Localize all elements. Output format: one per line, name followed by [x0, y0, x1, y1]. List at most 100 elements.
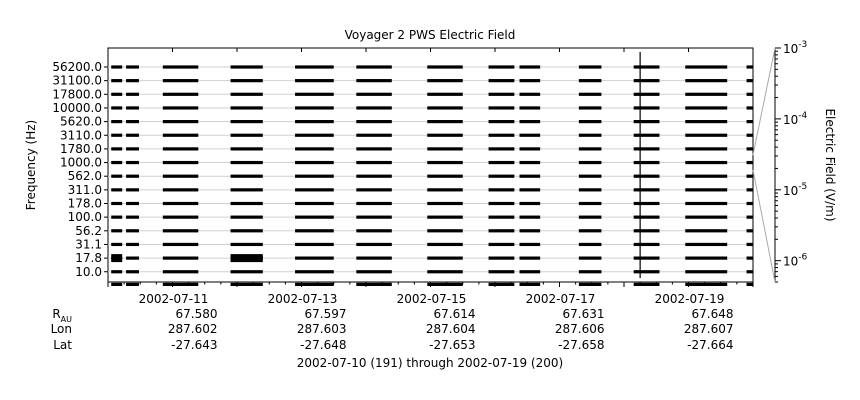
data-bar — [519, 270, 541, 274]
data-bar — [633, 201, 660, 206]
lon-value: 287.606 — [555, 322, 605, 336]
data-bar — [111, 270, 123, 274]
data-bar — [519, 282, 541, 286]
data-bar — [356, 201, 392, 206]
data-bar — [126, 270, 139, 274]
data-bar — [519, 201, 541, 206]
x-tick-label: 2002-07-11 — [139, 292, 209, 306]
data-bar — [488, 270, 515, 274]
data-bar — [126, 65, 139, 69]
colorbar-tick-label: 10-5 — [783, 182, 807, 198]
x-tick-label: 2002-07-19 — [655, 292, 725, 306]
y-axis-ticks: 56200.031100.017800.010000.05620.03110.0… — [52, 60, 108, 279]
colorbar: 10-3 10-4 10-5 10-6 Electric Field (V/m) — [752, 40, 837, 283]
data-bar — [111, 188, 123, 192]
data-bar — [685, 65, 728, 69]
r-au-value: 67.631 — [563, 307, 605, 321]
data-bar — [578, 160, 602, 165]
data-bar — [519, 215, 541, 219]
lat-value: -27.648 — [300, 338, 346, 352]
data-bar — [578, 92, 602, 96]
data-bar — [746, 201, 753, 206]
data-bar — [488, 188, 515, 192]
data-bar — [230, 188, 263, 192]
y-tick-label: 5620.0 — [60, 115, 102, 129]
data-bar — [578, 188, 602, 192]
data-bar — [519, 133, 541, 137]
data-bar — [126, 215, 139, 219]
x-axis-ticks: 2002-07-11 2002-07-13 2002-07-15 2002-07-17… — [107, 48, 754, 306]
data-bar — [578, 201, 602, 206]
data-bar — [295, 133, 334, 137]
y-tick-label: 10000.0 — [52, 101, 102, 115]
data-bar — [746, 282, 753, 286]
data-bar — [578, 256, 602, 260]
lon-value: 287.607 — [684, 322, 734, 336]
data-bar — [230, 201, 263, 206]
data-bar — [162, 256, 199, 260]
data-bar — [295, 174, 334, 178]
data-bar — [633, 242, 660, 247]
data-segments — [111, 52, 753, 286]
data-bar — [427, 256, 463, 260]
data-bar — [685, 92, 728, 96]
data-bar — [427, 147, 463, 151]
data-bar — [427, 215, 463, 219]
data-bar — [578, 133, 602, 137]
y-tick-label: 178.0 — [68, 197, 102, 211]
data-bar — [488, 120, 515, 124]
data-bar — [230, 229, 263, 233]
data-bar — [162, 229, 199, 233]
data-bar — [111, 229, 123, 233]
data-bar — [685, 256, 728, 260]
data-bar — [162, 79, 199, 83]
r-au-value: 67.648 — [692, 307, 734, 321]
data-bar — [746, 160, 753, 165]
data-bar — [685, 215, 728, 219]
data-bar — [633, 270, 660, 274]
data-bar — [111, 215, 123, 219]
data-bar — [162, 65, 199, 69]
data-bar — [162, 188, 199, 192]
data-bar — [633, 65, 660, 69]
x-tick-label: 2002-07-17 — [526, 292, 596, 306]
colorbar-connector-top — [752, 47, 776, 156]
data-bar — [578, 106, 602, 110]
data-bar — [356, 65, 392, 69]
data-bar — [162, 215, 199, 219]
data-bar — [578, 242, 602, 247]
data-bar — [685, 79, 728, 83]
data-bar — [126, 133, 139, 137]
data-bar — [685, 174, 728, 178]
data-burst — [111, 254, 123, 263]
y-tick-label: 31100.0 — [52, 74, 102, 88]
date-range-footer: 2002-07-10 (191) through 2002-07-19 (200… — [297, 356, 563, 370]
y-tick-label: 1000.0 — [60, 156, 102, 170]
data-bar — [111, 201, 123, 206]
data-bar — [356, 133, 392, 137]
colorbar-ticks: 10-3 10-4 10-5 10-6 — [775, 40, 808, 283]
data-bar — [746, 133, 753, 137]
data-bar — [295, 65, 334, 69]
data-bar — [295, 92, 334, 96]
data-bar — [230, 174, 263, 178]
data-bar — [578, 215, 602, 219]
data-bar — [685, 120, 728, 124]
data-bar — [126, 242, 139, 247]
data-bar — [488, 242, 515, 247]
data-bar — [685, 201, 728, 206]
data-bar — [746, 188, 753, 192]
y-tick-label: 10.0 — [75, 265, 102, 279]
data-bar — [488, 215, 515, 219]
data-bar — [126, 160, 139, 165]
data-bar — [685, 188, 728, 192]
data-bar — [519, 147, 541, 151]
data-bar — [295, 270, 334, 274]
data-bar — [126, 188, 139, 192]
data-bar — [126, 282, 139, 286]
data-bar — [633, 282, 660, 286]
data-bar — [488, 229, 515, 233]
y-tick-label: 100.0 — [68, 210, 102, 224]
data-bar — [578, 270, 602, 274]
